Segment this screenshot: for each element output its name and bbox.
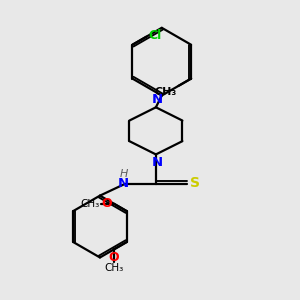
Text: N: N [118, 177, 129, 190]
Text: CH₃: CH₃ [104, 263, 124, 273]
Text: CH₃: CH₃ [80, 199, 100, 209]
Text: H: H [119, 169, 128, 178]
Text: N: N [152, 156, 163, 169]
Text: O: O [109, 251, 119, 264]
Text: S: S [190, 176, 200, 190]
Text: CH₃: CH₃ [154, 87, 177, 98]
Text: N: N [152, 93, 163, 106]
Text: Cl: Cl [148, 29, 161, 42]
Text: O: O [102, 197, 112, 210]
